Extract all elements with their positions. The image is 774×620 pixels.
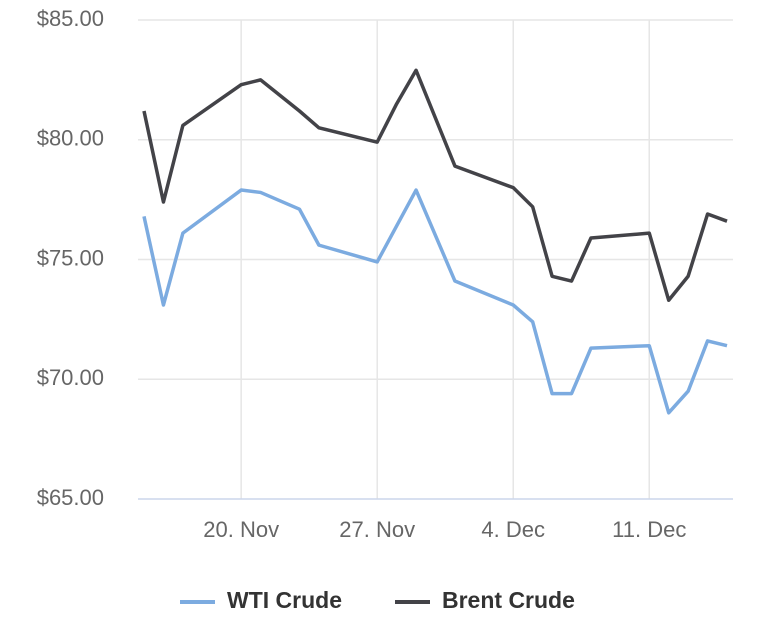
y-tick-label: $75.00 [37,245,104,270]
y-tick-label: $65.00 [37,485,104,510]
x-tick-label: 11. Dec [612,517,686,542]
x-tick-label: 20. Nov [203,517,279,542]
y-tick-label: $80.00 [37,126,104,151]
legend-label: Brent Crude [442,587,575,613]
y-tick-label: $70.00 [37,365,104,390]
legend: WTI Crude Brent Crude [180,587,575,613]
x-tick-label: 27. Nov [339,517,415,542]
y-tick-label: $85.00 [37,6,104,31]
series-line [142,68,728,302]
legend-label: WTI Crude [227,587,342,613]
x-tick-label: 4. Dec [481,517,545,542]
series-line [142,188,728,415]
